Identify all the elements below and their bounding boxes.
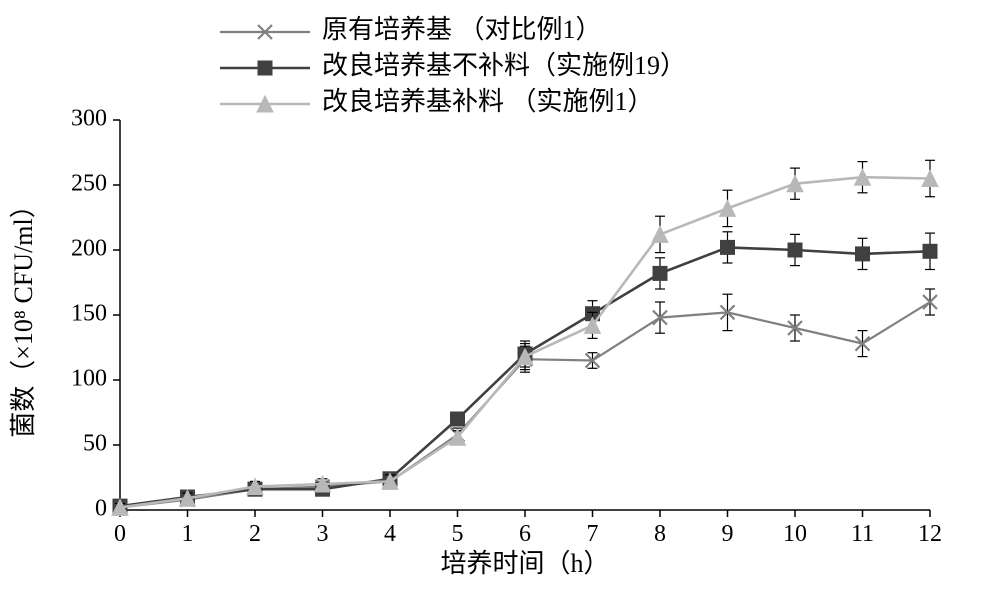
y-tick-label: 50	[83, 431, 107, 457]
growth-curve-chart: 0501001502002503000123456789101112菌数（×10…	[0, 0, 1000, 596]
legend-label: 改良培养基补料 （实施例1）	[322, 87, 654, 116]
x-tick-label: 8	[654, 521, 666, 547]
x-tick-label: 9	[722, 521, 734, 547]
x-tick-label: 10	[783, 521, 807, 547]
y-tick-label: 150	[71, 301, 107, 327]
y-tick-label: 300	[71, 106, 107, 132]
x-tick-label: 5	[452, 521, 464, 547]
x-tick-label: 11	[851, 521, 874, 547]
x-tick-label: 3	[317, 521, 329, 547]
y-tick-label: 100	[71, 366, 107, 392]
x-tick-label: 4	[384, 521, 396, 547]
y-tick-label: 250	[71, 171, 107, 197]
legend-label: 原有培养基 （对比例1）	[322, 15, 602, 44]
chart-container: 0501001502002503000123456789101112菌数（×10…	[0, 0, 1000, 596]
legend-label: 改良培养基不补料（实施例19）	[322, 51, 686, 80]
x-tick-label: 1	[182, 521, 194, 547]
y-tick-label: 0	[95, 496, 107, 522]
x-tick-label: 12	[918, 521, 942, 547]
y-tick-label: 200	[71, 236, 107, 262]
x-tick-label: 6	[519, 521, 531, 547]
x-tick-label: 0	[114, 521, 126, 547]
y-axis-label: 菌数（×10⁸ CFU/ml）	[9, 192, 38, 437]
x-tick-label: 2	[249, 521, 261, 547]
x-axis-label: 培养时间（h）	[440, 549, 609, 578]
x-tick-label: 7	[587, 521, 599, 547]
